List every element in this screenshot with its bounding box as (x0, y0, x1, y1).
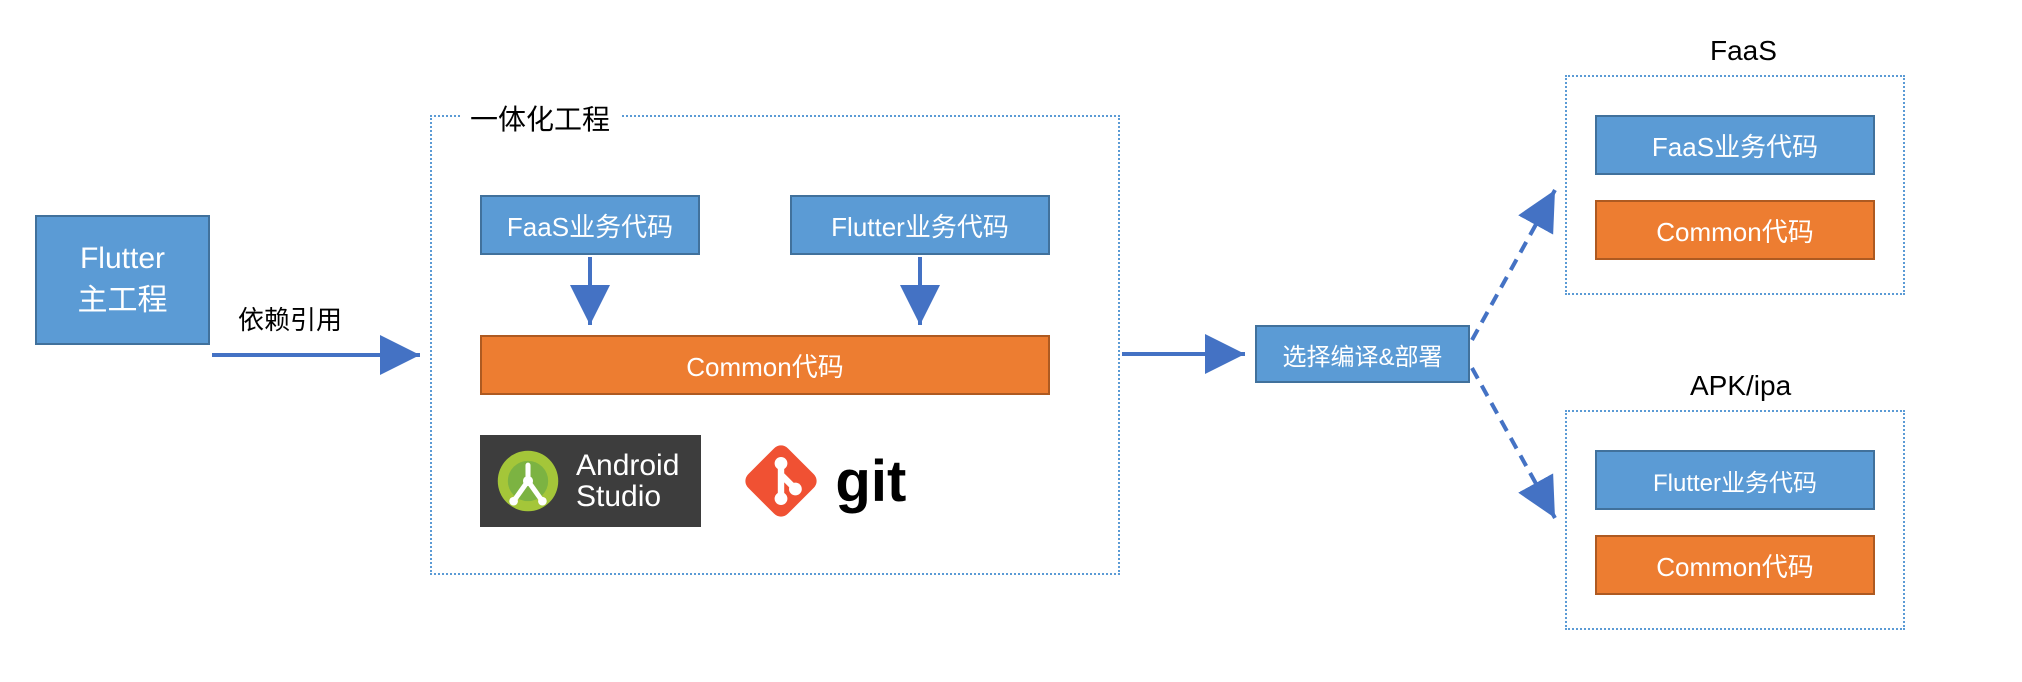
node-apk-common: Common代码 (1595, 535, 1875, 595)
arrow-compile-to-apk (1472, 368, 1555, 518)
label-apk-group: APK/ipa (1680, 370, 1801, 402)
node-common: Common代码 (480, 335, 1050, 395)
node-compile-deploy: 选择编译&部署 (1255, 325, 1470, 383)
android-studio-text1: Android (576, 450, 679, 482)
label-faas-group: FaaS (1700, 35, 1787, 67)
logo-row: Android Studio git (480, 435, 906, 527)
node-apk-biz: Flutter业务代码 (1595, 450, 1875, 510)
android-studio-logo: Android Studio (480, 435, 701, 527)
edge-label-dep-ref: 依赖引用 (238, 300, 342, 337)
arrow-compile-to-faas (1472, 190, 1555, 340)
node-faas-biz-2: FaaS业务代码 (1595, 115, 1875, 175)
container-apk (1565, 410, 1905, 630)
android-studio-icon (492, 445, 564, 517)
git-text: git (835, 448, 906, 515)
git-icon (741, 441, 821, 521)
node-flutter-main: Flutter 主工程 (35, 215, 210, 345)
node-flutter-biz: Flutter业务代码 (790, 195, 1050, 255)
label-integrated: 一体化工程 (460, 98, 620, 138)
node-faas-biz: FaaS业务代码 (480, 195, 700, 255)
node-faas-common: Common代码 (1595, 200, 1875, 260)
android-studio-text2: Studio (576, 481, 679, 513)
git-logo: git (741, 441, 906, 521)
container-faas (1565, 75, 1905, 295)
